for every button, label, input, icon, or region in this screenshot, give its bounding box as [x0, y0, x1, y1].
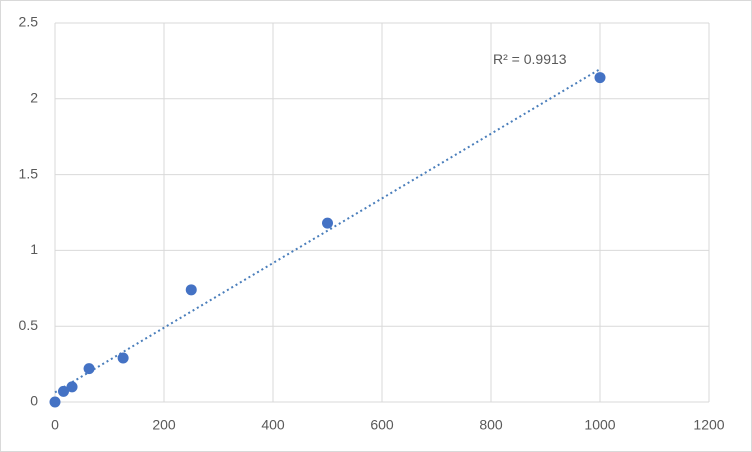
data-point	[58, 385, 70, 397]
data-point	[66, 381, 78, 393]
trendline-label: R² = 0.9913	[493, 51, 567, 67]
y-tick-label: 2	[30, 90, 38, 106]
x-tick-label: 400	[261, 417, 285, 433]
data-point	[322, 217, 333, 229]
data-point	[83, 363, 95, 375]
x-tick-label: 600	[370, 417, 394, 433]
y-tick-label: 0	[30, 393, 38, 409]
x-tick-label: 1200	[693, 417, 724, 433]
data-point	[594, 72, 606, 84]
x-tick-label: 0	[51, 417, 59, 433]
data-point	[185, 284, 197, 296]
trendline	[54, 68, 601, 394]
y-tick-label: 1.5	[19, 165, 39, 181]
y-tick-label: 0.5	[19, 317, 39, 333]
y-tick-label: 1	[30, 241, 38, 257]
x-tick-label: 1000	[584, 417, 615, 433]
data-point	[49, 396, 61, 408]
data-point	[117, 352, 129, 364]
y-tick-label: 2.5	[19, 14, 39, 30]
x-tick-label: 200	[152, 417, 176, 433]
x-tick-label: 800	[479, 417, 503, 433]
